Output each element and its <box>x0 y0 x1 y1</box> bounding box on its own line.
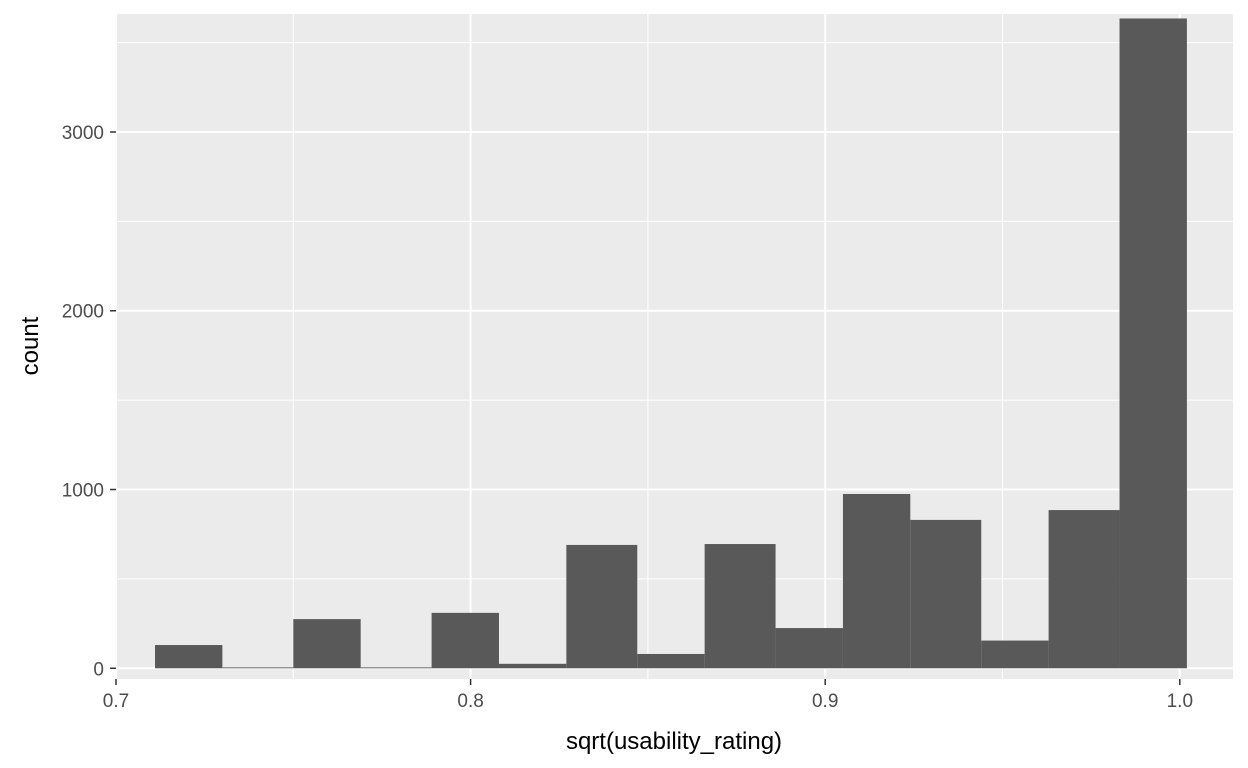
minor-gridlines <box>116 14 1233 679</box>
histogram-bar <box>566 544 638 669</box>
panel-background <box>116 14 1233 679</box>
histogram-bars <box>155 18 1187 669</box>
x-tick-label: 0.7 <box>103 691 129 712</box>
y-tick-label: 1000 <box>62 481 104 502</box>
histogram-bar <box>222 667 294 669</box>
histogram-bar <box>360 667 432 669</box>
histogram-bar <box>981 640 1049 669</box>
histogram-bar <box>293 619 361 669</box>
y-tick-label: 0 <box>93 659 104 680</box>
histogram-bar <box>910 519 982 669</box>
x-tick-label: 1.0 <box>1167 691 1193 712</box>
histogram-bar <box>704 544 776 669</box>
y-axis-title: count <box>17 316 44 375</box>
x-axis: 0.7 0.8 0.9 1.0 <box>103 679 1193 712</box>
histogram-bar <box>498 663 567 669</box>
y-tick-label: 2000 <box>62 302 104 323</box>
x-tick-label: 0.8 <box>457 691 483 712</box>
x-axis-title: sqrt(usability_rating) <box>566 728 782 755</box>
histogram-bar <box>1119 18 1187 669</box>
histogram-bar <box>637 653 705 669</box>
y-axis: 0 1000 2000 3000 <box>62 123 116 680</box>
histogram-bar <box>155 645 223 669</box>
histogram-bar <box>1048 510 1120 669</box>
y-tick-label: 3000 <box>62 123 104 144</box>
x-tick-label: 0.9 <box>812 691 838 712</box>
histogram-bar <box>431 612 499 669</box>
histogram-bar <box>775 628 843 669</box>
histogram-bar <box>842 493 911 669</box>
